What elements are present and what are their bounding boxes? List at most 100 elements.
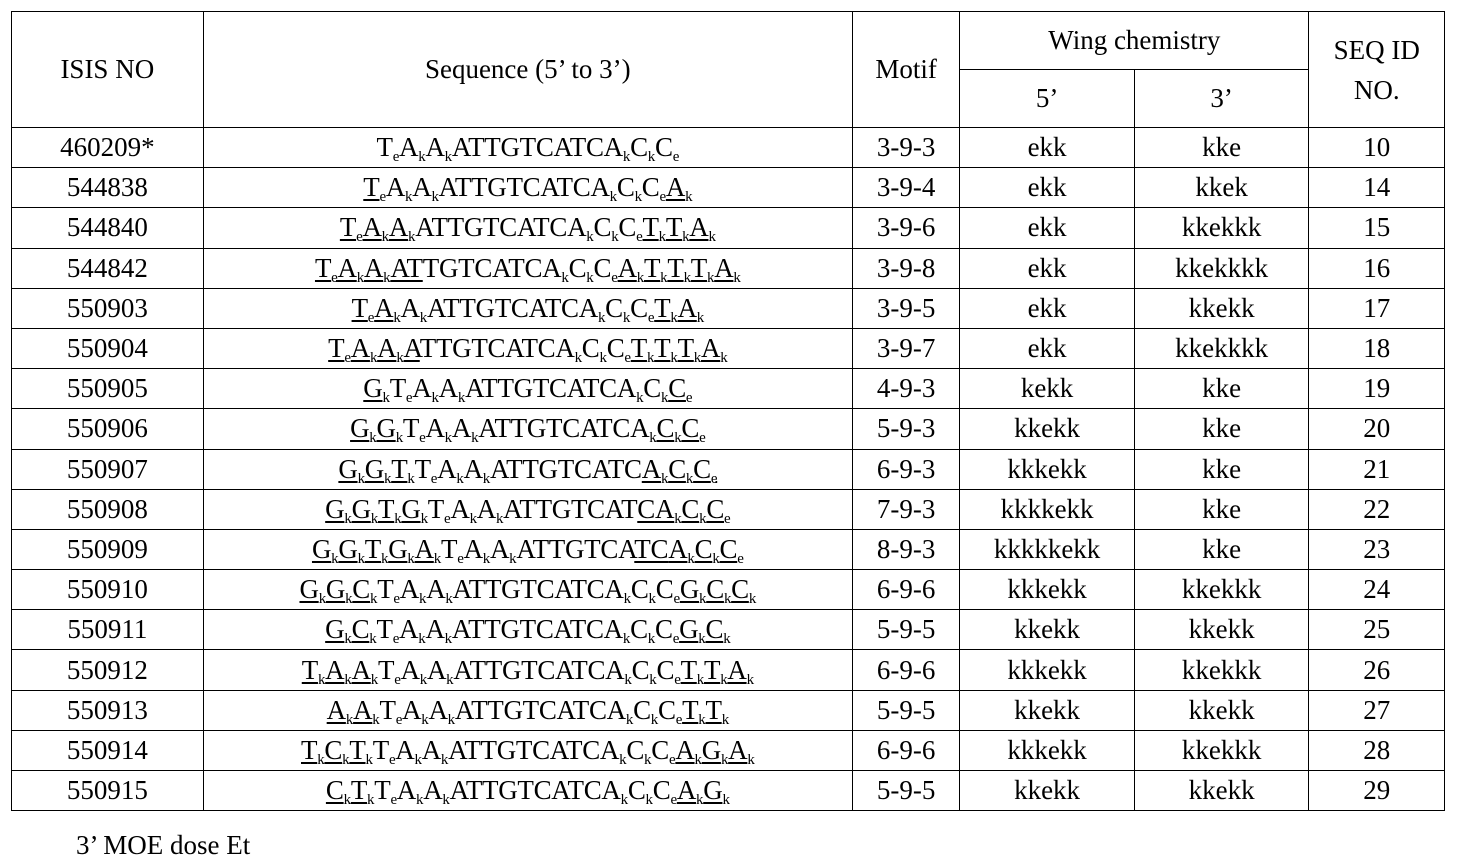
nucleotide-modification: k (723, 631, 730, 647)
nucleotide: ATTGTCATC (450, 775, 602, 805)
nucleotide-underlined: Ak (389, 212, 415, 242)
nucleotide-base: ATTGTCATC (427, 293, 579, 323)
nucleotide-base: G (325, 494, 344, 524)
nucleotide-underlined: Ce (668, 373, 692, 403)
nucleotide-underlined: Gk (679, 614, 705, 644)
cell-isis-no: 550909 (12, 529, 204, 569)
cell-seq-id: 18 (1309, 328, 1445, 368)
nucleotide-base: A (423, 775, 442, 805)
nucleotide: Ak (427, 655, 453, 685)
nucleotide-base: C (681, 413, 699, 443)
nucleotide-modification: k (483, 551, 490, 567)
cell-isis-no: 550914 (12, 730, 204, 770)
nucleotide-base: T (340, 212, 356, 242)
nucleotide-base: C (706, 494, 724, 524)
cell-isis-no: 550915 (12, 771, 204, 811)
nucleotide-modification: k (648, 149, 655, 165)
nucleotide-base: ATTGTCATC (455, 695, 607, 725)
cell-sequence: GkTeAkAkATTGTCATCAkCkCe (203, 369, 852, 409)
nucleotide: Ak (412, 172, 438, 202)
nucleotide: Te (403, 413, 426, 443)
nucleotide-base: A (395, 735, 414, 765)
nucleotide-base: A (714, 253, 733, 283)
nucleotide: Ck (582, 333, 607, 363)
nucleotide: ATTGTCATC (490, 454, 642, 484)
nucleotide-underlined: Tk (365, 534, 388, 564)
nucleotide-modification: k (445, 631, 452, 647)
nucleotide: ATTGTCATC (452, 614, 604, 644)
nucleotide-modification: k (344, 511, 351, 527)
nucleotide-underlined: Ck (731, 574, 756, 604)
nucleotide-underlined: Tk (666, 212, 689, 242)
nucleotide-base: G (338, 534, 357, 564)
sequence-text: GkGkTkGkTeAkAkATTGTCATCAkCkCe (325, 490, 730, 529)
nucleotide: Ak (542, 253, 568, 283)
nucleotide-base: A (386, 172, 405, 202)
nucleotide-underlined: Ck (705, 614, 730, 644)
sequence-text: CkTkTeAkAkATTGTCATCAkCkCeAkGk (326, 771, 730, 810)
cell-sequence: CkTkTeAkAkATTGTCATCAkCkCeAkGk (203, 771, 852, 811)
nucleotide-base: C (668, 373, 686, 403)
nucleotide-underlined: Tk (378, 494, 401, 524)
header-seq-id-line1: SEQ ID (1309, 30, 1444, 70)
nucleotide-base: A (555, 333, 574, 363)
nucleotide-underlined: Tk (705, 695, 728, 725)
nucleotide-underlined: AT (390, 253, 422, 283)
nucleotide-base: A (450, 494, 469, 524)
cell-wing-5prime: kkekk (960, 610, 1135, 650)
sequence-text: TeAkAkATTGTCATCAkCkCeTkTkAk (340, 208, 716, 247)
nucleotide-underlined: Tk (351, 775, 374, 805)
nucleotide-base: T (351, 775, 367, 805)
nucleotide-base: A (617, 373, 636, 403)
nucleotide-underlined: Ak (362, 212, 388, 242)
cell-sequence: AkAkTeAkAkATTGTCATCAkCkCeTkTk (203, 690, 852, 730)
cell-wing-3prime: kkekk (1134, 288, 1309, 328)
cell-seq-id: 21 (1309, 449, 1445, 489)
nucleotide-modification: k (646, 792, 653, 808)
nucleotide-underlined: Ak (353, 695, 379, 725)
table-row: 544840TeAkAkATTGTCATCAkCkCeTkTkAk3-9-6ek… (12, 208, 1445, 248)
sequence-text: TeAkAkATTGTCATCAkCkCeTkAk (352, 289, 704, 328)
nucleotide-underlined: Gk (338, 534, 364, 564)
cell-wing-5prime: ekk (960, 248, 1135, 288)
nucleotide-base: C (668, 454, 686, 484)
nucleotide-underlined: Ck (352, 574, 377, 604)
nucleotide-modification: e (711, 471, 717, 487)
nucleotide: Ak (579, 293, 605, 323)
nucleotide-base: A (490, 534, 509, 564)
nucleotide-modification: k (694, 350, 701, 366)
nucleotide-base: A (701, 333, 720, 363)
nucleotide-underlined: Ak (668, 534, 694, 564)
cell-seq-id: 19 (1309, 369, 1445, 409)
table-row: 550908GkGkTkGkTeAkAkATTGTCATCAkCkCe7-9-3… (12, 489, 1445, 529)
nucleotide-base: A (377, 333, 396, 363)
nucleotide-base: A (399, 614, 418, 644)
nucleotide-underlined: Ak (364, 253, 390, 283)
nucleotide-base: C (569, 253, 587, 283)
sequence-text: AkAkTeAkAkATTGTCATCAkCkCeTkTk (327, 691, 729, 730)
nucleotide-modification: k (421, 511, 428, 527)
nucleotide-base: C (655, 132, 673, 162)
nucleotide-underlined: Gk (352, 494, 378, 524)
cell-sequence: TeAkAkATTGTCATCAkCkCeTkAk (203, 288, 852, 328)
nucleotide-base: G (326, 574, 345, 604)
header-wing-5prime: 5’ (960, 70, 1135, 128)
nucleotide-base: A (399, 132, 418, 162)
table-row: 550904TeAkAkATTGTCATCAkCkCeTkTkTkAk3-9-7… (12, 328, 1445, 368)
nucleotide-base: ATTGTCATC (465, 373, 617, 403)
cell-seq-id: 29 (1309, 771, 1445, 811)
nucleotide-underlined: TC (634, 534, 668, 564)
nucleotide-modification: k (575, 350, 582, 366)
nucleotide-base: A (604, 574, 623, 604)
nucleotide-underlined: Ce (720, 534, 744, 564)
nucleotide-modification: k (747, 672, 754, 688)
nucleotide-base: C (651, 735, 669, 765)
nucleotide-base: T (644, 253, 660, 283)
nucleotide: Te (415, 454, 438, 484)
nucleotide-underlined: A (404, 333, 420, 363)
nucleotide-base: A (678, 293, 697, 323)
nucleotide-underlined: Ck (324, 735, 349, 765)
nucleotide-underlined: Tk (704, 655, 727, 685)
nucleotide-base: ATTGTCATC (490, 454, 642, 484)
nucleotide: Ak (400, 574, 426, 604)
